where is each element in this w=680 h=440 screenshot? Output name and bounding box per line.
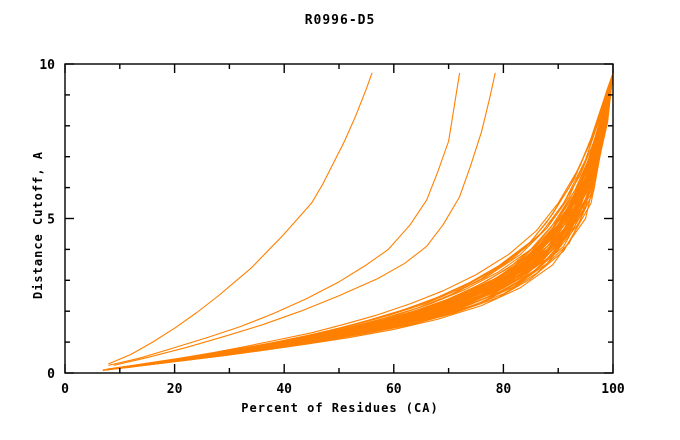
- curve-model-61: [116, 72, 613, 369]
- curve-model-62: [105, 72, 613, 371]
- x-tick-label: 60: [386, 382, 402, 397]
- x-tick-label: 80: [496, 382, 512, 397]
- x-tick-label: 20: [167, 382, 183, 397]
- plot-frame: [64, 63, 614, 374]
- curve-model-12: [119, 72, 613, 368]
- axis-group: [64, 63, 614, 374]
- y-tick-label: 0: [47, 367, 55, 382]
- y-tick-label: 5: [47, 213, 55, 228]
- x-axis-label: Percent of Residues (CA): [241, 401, 439, 415]
- curve-model-57-outlier-mid: [108, 72, 373, 365]
- y-tick-label: 10: [39, 58, 55, 73]
- curve-model-53: [102, 72, 613, 371]
- curve-model-58-outlier-a: [108, 72, 461, 366]
- chart-title: R0996-D5: [304, 13, 376, 28]
- curve-model-59-outlier-b: [113, 72, 496, 366]
- x-tick-label: 0: [61, 382, 69, 397]
- x-tick-label: 100: [601, 382, 625, 397]
- x-tick-label: 40: [276, 382, 292, 397]
- curve-group: [102, 72, 613, 371]
- tick-label-group: 0 20 40 60 80 100 0 5 10: [39, 58, 625, 397]
